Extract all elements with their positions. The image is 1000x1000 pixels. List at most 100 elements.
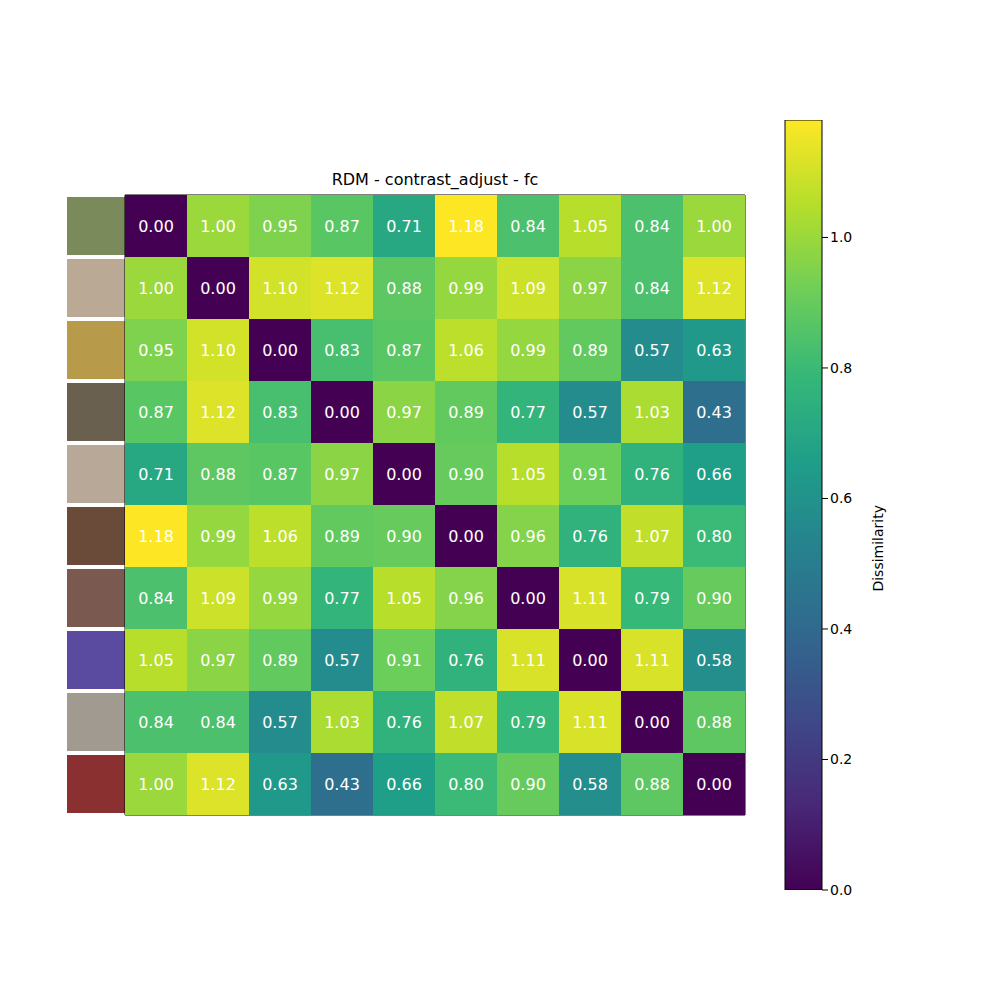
svg-text:0.84: 0.84 xyxy=(634,217,670,236)
svg-text:0.84: 0.84 xyxy=(510,217,546,236)
svg-text:1.0: 1.0 xyxy=(830,229,852,245)
svg-text:0.63: 0.63 xyxy=(262,775,298,794)
svg-text:0.79: 0.79 xyxy=(510,713,546,732)
svg-text:1.09: 1.09 xyxy=(510,279,546,298)
svg-text:0.90: 0.90 xyxy=(696,589,732,608)
svg-text:0.87: 0.87 xyxy=(262,465,298,484)
svg-text:1.03: 1.03 xyxy=(324,713,360,732)
svg-text:0.00: 0.00 xyxy=(572,651,608,670)
svg-text:1.11: 1.11 xyxy=(572,713,608,732)
svg-text:0.76: 0.76 xyxy=(448,651,484,670)
svg-text:1.00: 1.00 xyxy=(138,775,174,794)
svg-text:0.8: 0.8 xyxy=(830,360,852,376)
svg-text:0.00: 0.00 xyxy=(386,465,422,484)
svg-text:0.71: 0.71 xyxy=(138,465,174,484)
svg-text:0.71: 0.71 xyxy=(386,217,422,236)
svg-text:1.00: 1.00 xyxy=(138,279,174,298)
svg-text:0.58: 0.58 xyxy=(696,651,732,670)
svg-text:0.89: 0.89 xyxy=(572,341,608,360)
svg-text:0.76: 0.76 xyxy=(572,527,608,546)
svg-text:1.03: 1.03 xyxy=(634,403,670,422)
svg-text:0.84: 0.84 xyxy=(138,713,174,732)
svg-text:0.76: 0.76 xyxy=(634,465,670,484)
svg-text:0.88: 0.88 xyxy=(634,775,670,794)
svg-text:0.87: 0.87 xyxy=(138,403,174,422)
svg-text:0.97: 0.97 xyxy=(572,279,608,298)
svg-text:1.11: 1.11 xyxy=(510,651,546,670)
svg-text:1.00: 1.00 xyxy=(696,217,732,236)
svg-text:1.05: 1.05 xyxy=(138,651,174,670)
svg-text:1.12: 1.12 xyxy=(696,279,732,298)
svg-text:0.95: 0.95 xyxy=(262,217,298,236)
svg-text:0.97: 0.97 xyxy=(386,403,422,422)
svg-text:0.91: 0.91 xyxy=(572,465,608,484)
svg-text:0.57: 0.57 xyxy=(572,403,608,422)
svg-text:1.07: 1.07 xyxy=(634,527,670,546)
svg-text:0.43: 0.43 xyxy=(324,775,360,794)
svg-text:0.83: 0.83 xyxy=(324,341,360,360)
svg-text:1.00: 1.00 xyxy=(200,217,236,236)
svg-text:0.96: 0.96 xyxy=(448,589,484,608)
svg-text:0.66: 0.66 xyxy=(386,775,422,794)
svg-text:0.00: 0.00 xyxy=(262,341,298,360)
svg-text:0.95: 0.95 xyxy=(138,341,174,360)
svg-text:1.05: 1.05 xyxy=(572,217,608,236)
svg-text:1.12: 1.12 xyxy=(200,775,236,794)
svg-text:0.83: 0.83 xyxy=(262,403,298,422)
svg-text:1.12: 1.12 xyxy=(324,279,360,298)
svg-text:0.58: 0.58 xyxy=(572,775,608,794)
svg-text:1.06: 1.06 xyxy=(448,341,484,360)
svg-text:0.2: 0.2 xyxy=(830,751,852,767)
svg-text:0.89: 0.89 xyxy=(324,527,360,546)
svg-text:0.00: 0.00 xyxy=(448,527,484,546)
svg-text:0.57: 0.57 xyxy=(324,651,360,670)
svg-text:0.90: 0.90 xyxy=(510,775,546,794)
svg-text:0.88: 0.88 xyxy=(386,279,422,298)
svg-text:0.91: 0.91 xyxy=(386,651,422,670)
svg-text:0.00: 0.00 xyxy=(138,217,174,236)
svg-text:0.00: 0.00 xyxy=(634,713,670,732)
svg-text:1.18: 1.18 xyxy=(138,527,174,546)
svg-text:0.0: 0.0 xyxy=(830,882,852,898)
svg-text:0.57: 0.57 xyxy=(262,713,298,732)
svg-text:1.12: 1.12 xyxy=(200,403,236,422)
svg-text:0.6: 0.6 xyxy=(830,490,852,506)
svg-text:0.96: 0.96 xyxy=(510,527,546,546)
svg-text:0.90: 0.90 xyxy=(386,527,422,546)
svg-text:0.97: 0.97 xyxy=(200,651,236,670)
svg-text:0.76: 0.76 xyxy=(386,713,422,732)
svg-text:1.10: 1.10 xyxy=(262,279,298,298)
svg-text:0.84: 0.84 xyxy=(634,279,670,298)
svg-text:0.99: 0.99 xyxy=(200,527,236,546)
svg-text:0.99: 0.99 xyxy=(262,589,298,608)
svg-text:0.97: 0.97 xyxy=(324,465,360,484)
svg-text:0.77: 0.77 xyxy=(324,589,360,608)
svg-text:0.88: 0.88 xyxy=(696,713,732,732)
svg-text:0.63: 0.63 xyxy=(696,341,732,360)
svg-text:0.43: 0.43 xyxy=(696,403,732,422)
svg-text:0.88: 0.88 xyxy=(200,465,236,484)
svg-text:1.07: 1.07 xyxy=(448,713,484,732)
svg-text:0.99: 0.99 xyxy=(448,279,484,298)
svg-text:0.77: 0.77 xyxy=(510,403,546,422)
svg-text:1.10: 1.10 xyxy=(200,341,236,360)
svg-text:0.00: 0.00 xyxy=(696,775,732,794)
svg-text:0.84: 0.84 xyxy=(138,589,174,608)
svg-text:0.00: 0.00 xyxy=(510,589,546,608)
svg-text:0.4: 0.4 xyxy=(830,621,852,637)
svg-text:0.89: 0.89 xyxy=(448,403,484,422)
svg-text:0.87: 0.87 xyxy=(386,341,422,360)
svg-text:1.09: 1.09 xyxy=(200,589,236,608)
svg-text:0.00: 0.00 xyxy=(200,279,236,298)
svg-text:0.90: 0.90 xyxy=(448,465,484,484)
svg-text:1.06: 1.06 xyxy=(262,527,298,546)
svg-text:Dissimilarity: Dissimilarity xyxy=(870,505,886,592)
svg-text:0.80: 0.80 xyxy=(448,775,484,794)
svg-text:1.05: 1.05 xyxy=(386,589,422,608)
svg-text:0.66: 0.66 xyxy=(696,465,732,484)
svg-text:1.11: 1.11 xyxy=(634,651,670,670)
svg-text:0.00: 0.00 xyxy=(324,403,360,422)
svg-text:0.84: 0.84 xyxy=(200,713,236,732)
svg-text:0.79: 0.79 xyxy=(634,589,670,608)
svg-text:0.87: 0.87 xyxy=(324,217,360,236)
